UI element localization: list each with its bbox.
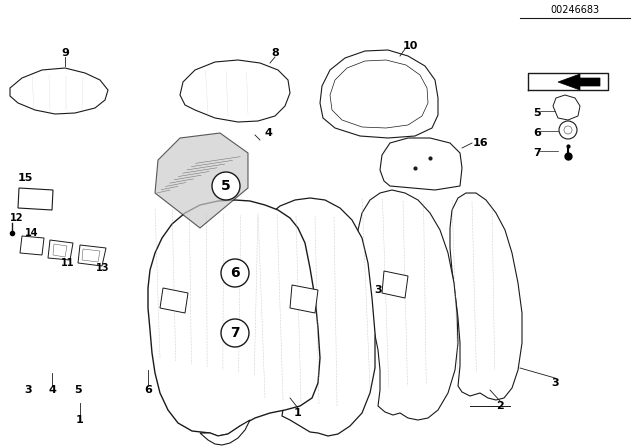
Text: 4: 4: [48, 385, 56, 395]
Polygon shape: [252, 198, 375, 436]
Circle shape: [221, 319, 249, 347]
Text: 12: 12: [10, 213, 24, 223]
Polygon shape: [53, 244, 67, 257]
Text: 3: 3: [24, 385, 32, 395]
Text: 3: 3: [374, 285, 382, 295]
Polygon shape: [148, 200, 320, 436]
Text: 5: 5: [74, 385, 82, 395]
Polygon shape: [200, 420, 250, 445]
Polygon shape: [290, 285, 318, 313]
Text: 00246683: 00246683: [550, 5, 600, 15]
Polygon shape: [382, 271, 408, 298]
Circle shape: [212, 172, 240, 200]
Polygon shape: [320, 50, 438, 138]
Text: 11: 11: [61, 258, 75, 268]
Text: 4: 4: [264, 128, 272, 138]
Text: 13: 13: [96, 263, 109, 273]
Polygon shape: [82, 249, 100, 262]
Text: 6: 6: [533, 128, 541, 138]
Text: 7: 7: [533, 148, 541, 158]
Polygon shape: [553, 95, 580, 120]
Text: 3: 3: [551, 378, 559, 388]
Polygon shape: [330, 60, 428, 128]
Text: 15: 15: [18, 173, 33, 183]
Text: 6: 6: [230, 266, 240, 280]
Text: 5: 5: [221, 179, 231, 193]
Polygon shape: [48, 240, 73, 260]
Polygon shape: [380, 138, 462, 190]
Polygon shape: [558, 74, 600, 90]
Polygon shape: [155, 133, 248, 228]
Polygon shape: [10, 68, 108, 114]
Text: 7: 7: [230, 326, 240, 340]
Text: 14: 14: [25, 228, 39, 238]
Polygon shape: [180, 60, 290, 122]
Text: 1: 1: [76, 415, 84, 425]
Text: 16: 16: [472, 138, 488, 148]
Text: 9: 9: [61, 48, 69, 58]
Polygon shape: [160, 288, 188, 313]
Text: 8: 8: [271, 48, 279, 58]
Text: 5: 5: [533, 108, 541, 118]
Text: 1: 1: [294, 408, 302, 418]
Polygon shape: [18, 188, 53, 210]
Polygon shape: [357, 190, 458, 420]
Polygon shape: [450, 193, 522, 400]
Circle shape: [221, 259, 249, 287]
Text: 2: 2: [496, 401, 504, 411]
Text: 10: 10: [403, 41, 418, 51]
Text: 6: 6: [144, 385, 152, 395]
Polygon shape: [78, 245, 106, 266]
Polygon shape: [20, 236, 44, 255]
